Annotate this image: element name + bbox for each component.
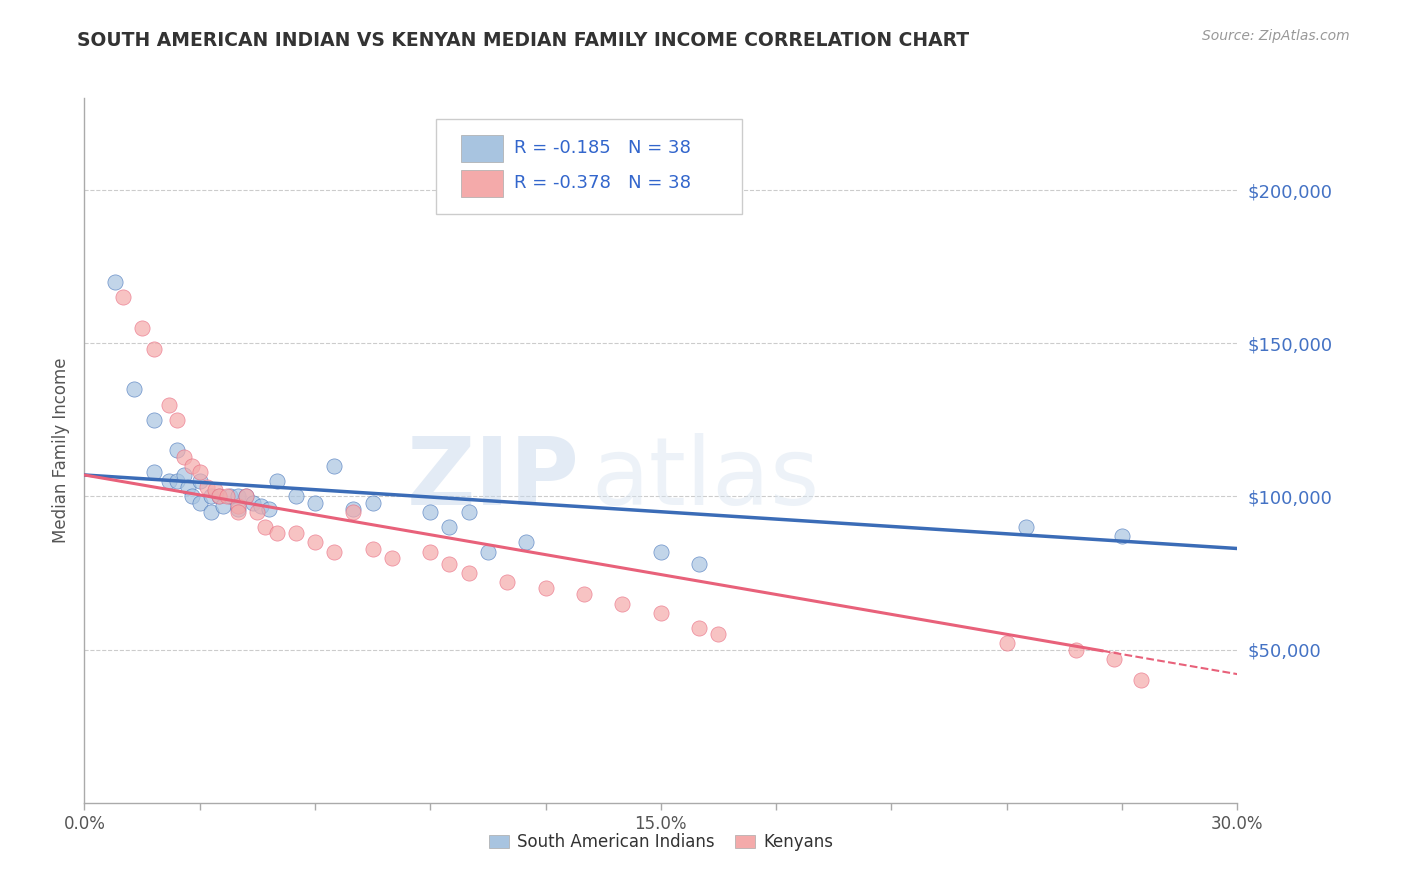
Point <box>361 541 384 556</box>
Point <box>419 505 441 519</box>
Point <box>235 490 257 504</box>
Point <box>342 501 364 516</box>
Point <box>612 597 634 611</box>
Point <box>104 275 127 289</box>
Legend: South American Indians, Kenyans: South American Indians, Kenyans <box>482 827 839 858</box>
Point <box>219 490 242 504</box>
Point <box>226 501 249 516</box>
Point <box>208 490 231 504</box>
Point <box>457 566 479 580</box>
Point <box>200 490 222 504</box>
Point <box>688 621 710 635</box>
Point <box>419 544 441 558</box>
Point <box>124 382 146 396</box>
Bar <box>461 170 503 197</box>
Point <box>439 557 461 571</box>
Point <box>250 499 273 513</box>
Point <box>188 495 211 509</box>
Point <box>1130 673 1153 688</box>
Point <box>284 526 307 541</box>
Text: SOUTH AMERICAN INDIAN VS KENYAN MEDIAN FAMILY INCOME CORRELATION CHART: SOUTH AMERICAN INDIAN VS KENYAN MEDIAN F… <box>77 31 970 50</box>
Point <box>995 636 1018 650</box>
Point <box>195 480 218 494</box>
Bar <box>461 135 503 161</box>
Point <box>226 505 249 519</box>
Point <box>242 495 264 509</box>
Point <box>157 397 180 411</box>
Point <box>211 499 233 513</box>
Text: atlas: atlas <box>592 433 820 524</box>
Point <box>323 544 346 558</box>
Point <box>1064 642 1087 657</box>
Point <box>284 490 307 504</box>
Point <box>342 505 364 519</box>
Point <box>257 501 280 516</box>
Point <box>142 413 165 427</box>
Point <box>361 495 384 509</box>
Point <box>246 505 269 519</box>
Point <box>173 450 195 464</box>
Point <box>157 474 180 488</box>
Point <box>181 490 204 504</box>
Point <box>304 535 326 549</box>
Point <box>457 505 479 519</box>
Point <box>253 520 276 534</box>
Y-axis label: Median Family Income: Median Family Income <box>52 358 70 543</box>
Point <box>142 343 165 357</box>
Point <box>188 474 211 488</box>
FancyBboxPatch shape <box>436 120 741 214</box>
Point <box>496 575 519 590</box>
Point <box>688 557 710 571</box>
Point <box>1015 520 1038 534</box>
Point <box>650 606 672 620</box>
Point <box>111 290 134 304</box>
Point <box>177 480 200 494</box>
Point <box>226 499 249 513</box>
Point <box>572 587 595 601</box>
Point <box>650 544 672 558</box>
Point <box>215 490 238 504</box>
Point <box>439 520 461 534</box>
Point <box>181 458 204 473</box>
Point <box>226 490 249 504</box>
Point <box>304 495 326 509</box>
Point <box>235 490 257 504</box>
Point <box>707 627 730 641</box>
Point <box>381 550 404 565</box>
Point <box>266 526 288 541</box>
Point <box>477 544 499 558</box>
Point <box>142 465 165 479</box>
Point <box>188 465 211 479</box>
Point <box>173 467 195 482</box>
Text: R = -0.378   N = 38: R = -0.378 N = 38 <box>515 175 692 193</box>
Text: ZIP: ZIP <box>408 433 581 524</box>
Point <box>266 474 288 488</box>
Point <box>200 505 222 519</box>
Point <box>1111 529 1133 543</box>
Text: R = -0.185   N = 38: R = -0.185 N = 38 <box>515 139 692 157</box>
Point <box>131 321 153 335</box>
Point <box>166 474 188 488</box>
Point <box>323 458 346 473</box>
Point <box>166 443 188 458</box>
Text: Source: ZipAtlas.com: Source: ZipAtlas.com <box>1202 29 1350 43</box>
Point <box>534 582 557 596</box>
Point <box>204 483 226 498</box>
Point <box>166 413 188 427</box>
Point <box>1104 652 1126 666</box>
Point <box>208 490 231 504</box>
Point <box>515 535 537 549</box>
